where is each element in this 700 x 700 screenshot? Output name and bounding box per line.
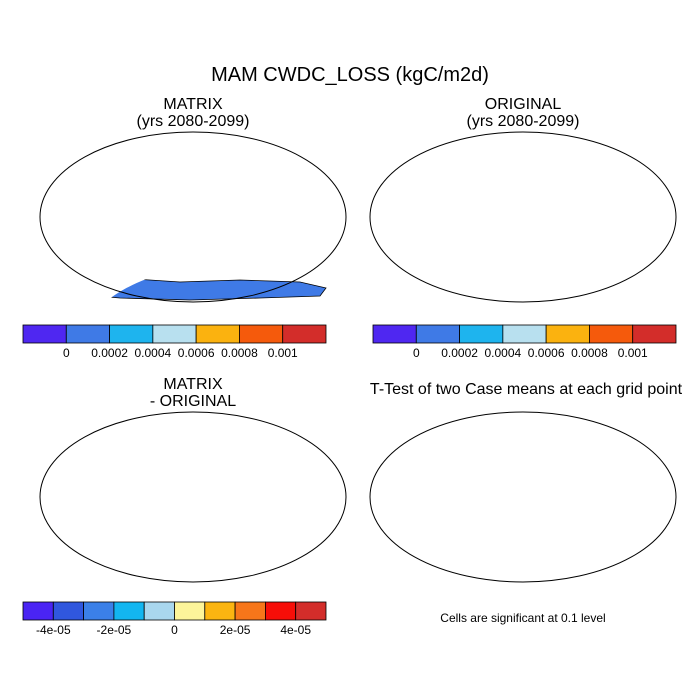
colorbar-tick-label: 0.0004: [484, 346, 522, 360]
colorbar-swatch: [83, 601, 115, 621]
colorbar-tick-label: -4e-05: [35, 623, 71, 637]
colorbar-swatch: [22, 601, 54, 621]
colorbar-swatch: [282, 324, 327, 344]
map-panel-matrix: [39, 131, 347, 303]
colorbar-matrix: [22, 324, 327, 344]
colorbar-swatch: [65, 324, 110, 344]
colorbar-swatch: [204, 601, 236, 621]
colorbar-tick-label: 0.0002: [91, 346, 128, 360]
colorbar-tick-label: 0.0004: [134, 346, 172, 360]
colorbar-swatch: [152, 324, 197, 344]
panel-title-original: ORIGINAL (yrs 2080-2099): [370, 96, 676, 130]
colorbar-swatch: [589, 324, 634, 344]
colorbar-tick-label: -2e-05: [96, 623, 132, 637]
colorbar-tick-label: 0: [171, 623, 178, 637]
colorbar-tick-label: 0.0006: [527, 346, 565, 360]
colorbar-tick-label: 0: [412, 346, 420, 360]
colorbar-swatch: [143, 601, 175, 621]
panel-title-line1: ORIGINAL: [484, 96, 562, 113]
colorbar-swatch: [234, 601, 266, 621]
figure-title: MAM CWDC_LOSS (kgC/m2d): [211, 64, 489, 86]
colorbar-tick-label: 0.0002: [441, 346, 478, 360]
panel-title-matrix: MATRIX (yrs 2080-2099): [40, 96, 346, 130]
colorbar-tick-label: 0.0008: [221, 346, 258, 360]
colorbar-difference: [22, 601, 327, 621]
colorbar-tick-label: 0.001: [267, 346, 298, 360]
map-panel-original: [369, 131, 677, 303]
panel-title-line2: (yrs 2080-2099): [136, 113, 250, 130]
colorbar-swatch: [502, 324, 547, 344]
panel-title-line2: (yrs 2080-2099): [466, 113, 580, 130]
panel-title-line1: MATRIX: [163, 376, 223, 393]
colorbar-swatch: [264, 601, 297, 621]
panel-title-difference: MATRIX - ORIGINAL: [40, 376, 346, 410]
colorbar-tick-label: 0.001: [617, 346, 648, 360]
colorbar-swatch: [174, 601, 206, 621]
colorbar-swatch: [632, 324, 677, 344]
panel-title-line2: - ORIGINAL: [149, 393, 237, 410]
colorbar-swatch: [295, 601, 327, 621]
colorbar-original: [372, 324, 677, 344]
colorbar-tick-label: 0.0008: [571, 346, 608, 360]
map-panel-ttest: [369, 411, 677, 583]
panel-title-ttest: T-Test of two Case means at each grid po…: [369, 381, 683, 398]
colorbar-swatch: [109, 324, 154, 344]
colorbar-tick-label: 2e-05: [219, 623, 251, 637]
colorbar-swatch: [415, 324, 460, 344]
colorbar-swatch: [195, 324, 240, 344]
colorbar-tick-label: 0: [62, 346, 70, 360]
colorbar-swatch: [52, 601, 84, 621]
colorbar-swatch: [239, 324, 284, 344]
colorbar-tick-label: 0.0006: [177, 346, 215, 360]
colorbar-tick-label: 4e-05: [280, 623, 312, 637]
significance-note: Cells are significant at 0.1 level: [440, 611, 606, 625]
colorbar-swatch: [545, 324, 590, 344]
colorbar-swatch: [22, 324, 67, 344]
colorbar-swatch: [372, 324, 417, 344]
panel-title-line1: MATRIX: [163, 96, 223, 113]
colorbar-swatch: [459, 324, 504, 344]
colorbar-swatch: [113, 601, 145, 621]
map-panel-difference: [39, 411, 347, 583]
